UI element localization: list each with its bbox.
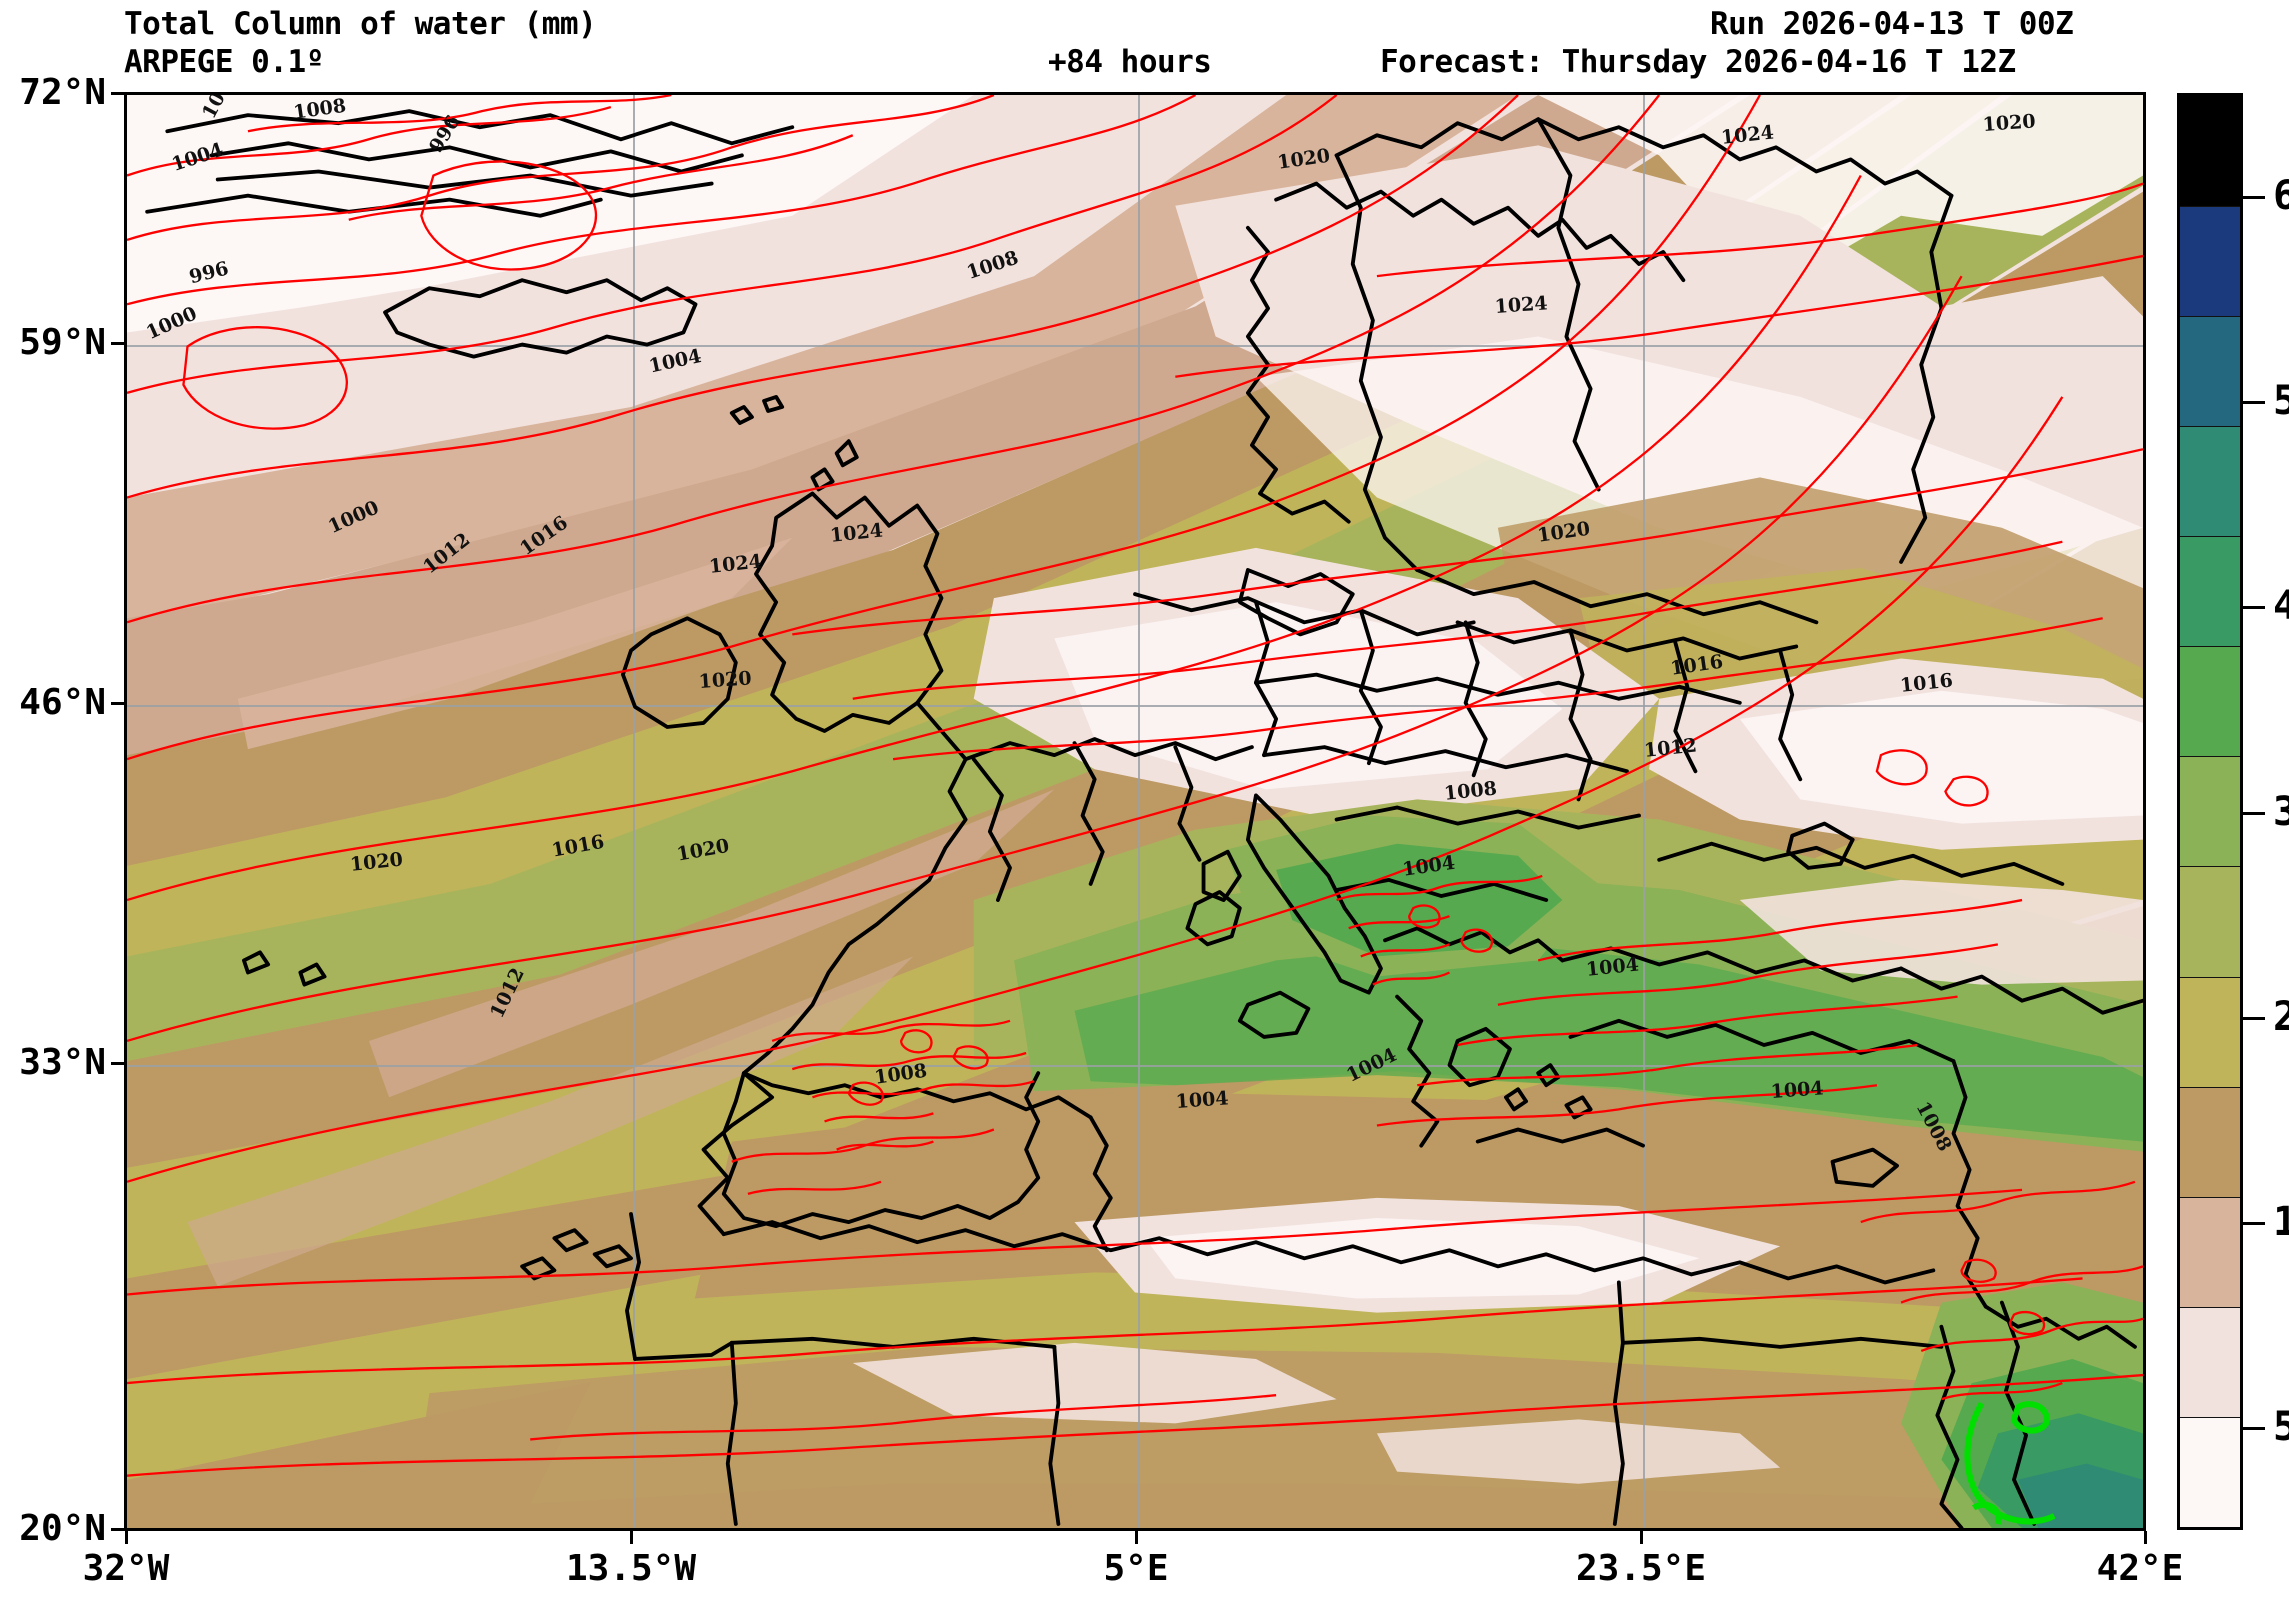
thickness-highlight-contour bbox=[127, 95, 2143, 1528]
colorbar[interactable] bbox=[2177, 93, 2243, 1530]
x-tick-label-32w: 32°W bbox=[83, 1548, 170, 1589]
y-tick-mark bbox=[111, 1062, 124, 1065]
isobar-label: 1004 bbox=[1770, 1077, 1824, 1103]
x-tick-mark bbox=[2144, 1531, 2147, 1544]
y-tick-label-46n: 46°N bbox=[0, 682, 106, 723]
header-bar: Total Column of water (mm) ARPEGE 0.1º +… bbox=[0, 0, 2289, 92]
model-label: ARPEGE 0.1º bbox=[124, 44, 324, 80]
isobar-label: 1004 bbox=[1175, 1087, 1229, 1113]
colorbar-band bbox=[2180, 866, 2240, 976]
isobar-label: 1020 bbox=[698, 667, 752, 693]
colorbar-band bbox=[2180, 316, 2240, 426]
x-tick-mark bbox=[630, 1531, 633, 1544]
colorbar-band bbox=[2180, 206, 2240, 316]
colorbar-band bbox=[2180, 756, 2240, 866]
colorbar-tick-mark bbox=[2243, 1427, 2265, 1430]
colorbar-band bbox=[2180, 426, 2240, 536]
colorbar-tick-label: 55 bbox=[2273, 378, 2289, 424]
x-tick-label-23p5e: 23.5°E bbox=[1576, 1548, 1706, 1589]
y-tick-mark bbox=[111, 1528, 124, 1531]
run-time-label: Run 2026-04-13 T 00Z bbox=[1710, 6, 2073, 42]
colorbar-tick-mark bbox=[2243, 1017, 2265, 1020]
map-plot-area[interactable]: 1012100810049969961000102010241020102410… bbox=[124, 92, 2146, 1531]
colorbar-tick-mark bbox=[2243, 401, 2265, 404]
colorbar-band bbox=[2180, 1417, 2240, 1527]
isobar-label: 1024 bbox=[1494, 292, 1548, 318]
forecast-valid-label: Forecast: Thursday 2026-04-16 T 12Z bbox=[1380, 44, 2016, 80]
x-tick-label-5e: 5°E bbox=[1103, 1548, 1168, 1589]
y-tick-mark bbox=[111, 342, 124, 345]
colorbar-band bbox=[2180, 1307, 2240, 1417]
colorbar-tick-mark bbox=[2243, 812, 2265, 815]
x-tick-label-42e: 42°E bbox=[2097, 1548, 2184, 1589]
colorbar-band bbox=[2180, 536, 2240, 646]
colorbar-tick-mark bbox=[2243, 196, 2265, 199]
colorbar-tick-mark bbox=[2243, 1222, 2265, 1225]
x-tick-mark bbox=[1135, 1531, 1138, 1544]
colorbar-tick-label: 65 bbox=[2273, 173, 2289, 219]
x-tick-mark bbox=[1640, 1531, 1643, 1544]
colorbar-band bbox=[2180, 977, 2240, 1087]
colorbar-tick-label: 5 bbox=[2273, 1404, 2289, 1450]
colorbar-band bbox=[2180, 646, 2240, 756]
page-title: Total Column of water (mm) bbox=[124, 6, 596, 42]
x-tick-label-13p5w: 13.5°W bbox=[566, 1548, 696, 1589]
colorbar-band bbox=[2180, 1087, 2240, 1197]
y-tick-label-72n: 72°N bbox=[0, 72, 106, 113]
y-tick-mark bbox=[111, 92, 124, 95]
y-tick-mark bbox=[111, 702, 124, 705]
colorbar-tick-label: 25 bbox=[2273, 994, 2289, 1040]
colorbar-tick-label: 35 bbox=[2273, 789, 2289, 835]
colorbar-band bbox=[2180, 1197, 2240, 1307]
colorbar-band bbox=[2180, 96, 2240, 206]
lead-time-label: +84 hours bbox=[1048, 44, 1211, 80]
colorbar-tick-label: 15 bbox=[2273, 1199, 2289, 1245]
y-tick-label-20n: 20°N bbox=[0, 1508, 106, 1549]
colorbar-tick-mark bbox=[2243, 606, 2265, 609]
y-tick-label-33n: 33°N bbox=[0, 1042, 106, 1083]
colorbar-tick-label: 45 bbox=[2273, 583, 2289, 629]
isobar-label: 1020 bbox=[1982, 110, 2036, 136]
x-tick-mark bbox=[125, 1531, 128, 1544]
y-tick-label-59n: 59°N bbox=[0, 322, 106, 363]
